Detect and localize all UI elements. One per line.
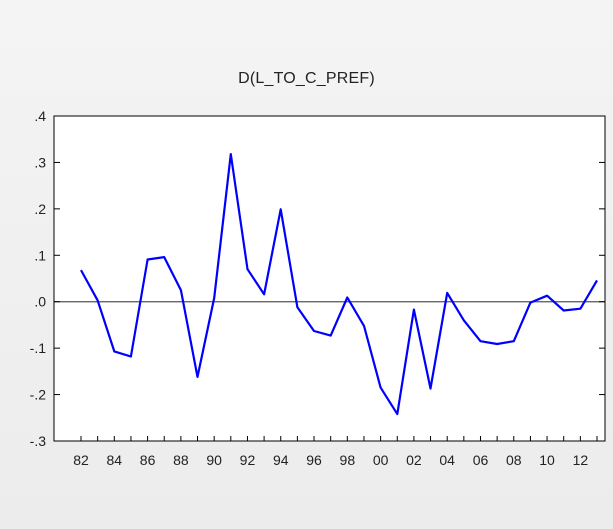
chart-title: D(L_TO_C_PREF)	[238, 70, 375, 87]
x-tick-label: 08	[506, 452, 522, 468]
x-tick-label: 92	[240, 452, 256, 468]
y-tick-label: .1	[34, 247, 46, 263]
y-tick-label: .0	[34, 294, 46, 310]
x-tick-label: 10	[539, 452, 555, 468]
x-tick-label: 86	[140, 452, 156, 468]
x-tick-label: 02	[406, 452, 422, 468]
x-tick-label: 98	[340, 452, 356, 468]
x-tick-label: 90	[206, 452, 222, 468]
plot-frame	[53, 115, 606, 442]
y-tick-label: .3	[34, 154, 46, 170]
x-tick-label: 96	[306, 452, 322, 468]
x-tick-label: 12	[573, 452, 589, 468]
x-tick-label: 06	[473, 452, 489, 468]
series-line	[80, 153, 598, 416]
x-tick-label: 04	[439, 452, 455, 468]
x-tick-label: 88	[173, 452, 189, 468]
y-tick-label: -.1	[30, 340, 47, 356]
x-tick-label: 84	[107, 452, 123, 468]
y-tick-label: -.3	[30, 433, 47, 449]
x-tick-label: 94	[273, 452, 289, 468]
y-tick-label: .4	[34, 108, 46, 124]
x-tick-label: 82	[73, 452, 89, 468]
y-tick-label: .2	[34, 201, 46, 217]
x-tick-label: 00	[373, 452, 389, 468]
y-tick-label: -.2	[30, 387, 47, 403]
plot-background	[54, 116, 605, 441]
